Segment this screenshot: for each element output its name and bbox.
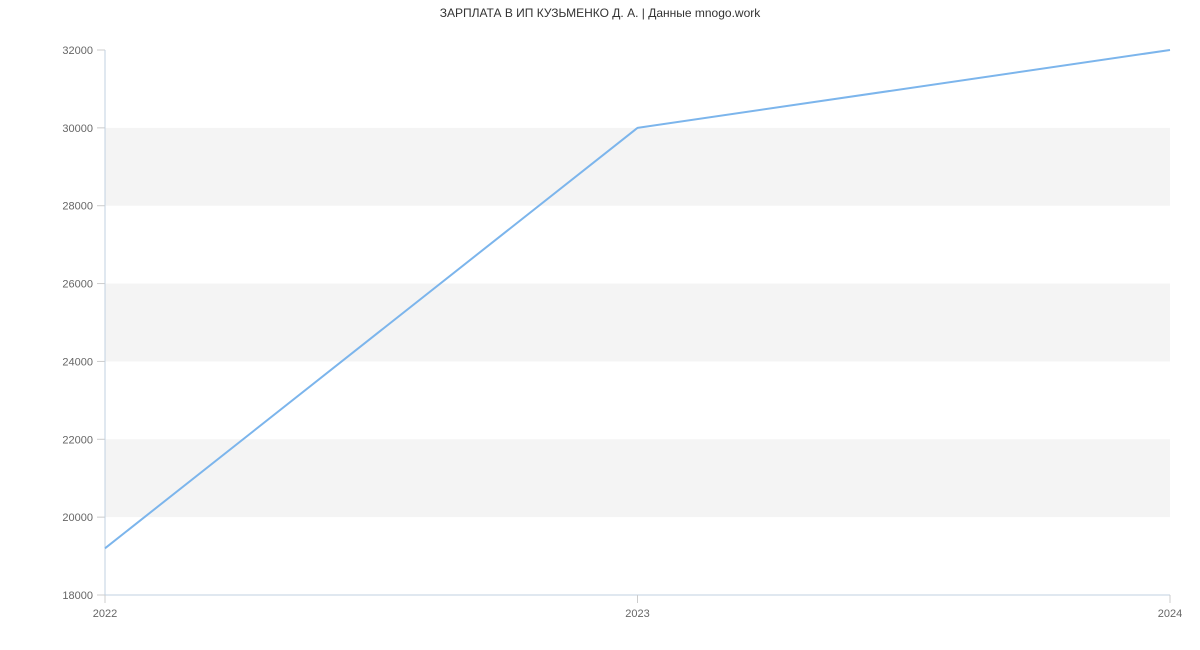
chart-title: ЗАРПЛАТА В ИП КУЗЬМЕНКО Д. А. | Данные m… [0,6,1200,20]
y-tick-label: 28000 [62,201,93,213]
y-tick-label: 20000 [62,512,93,524]
y-tick-label: 24000 [62,356,93,368]
grid-band [105,128,1170,206]
y-tick-label: 30000 [62,123,93,135]
y-tick-label: 18000 [62,590,93,602]
x-tick-label: 2023 [625,608,649,620]
y-tick-label: 26000 [62,279,93,291]
y-tick-label: 32000 [62,45,93,57]
salary-line-chart: ЗАРПЛАТА В ИП КУЗЬМЕНКО Д. А. | Данные m… [0,0,1200,650]
y-tick-label: 22000 [62,434,93,446]
grid-band [105,439,1170,517]
x-tick-label: 2024 [1158,608,1182,620]
grid-band [105,284,1170,362]
chart-svg: 18000 20000 22000 24000 26000 28000 30000 32000… [0,0,1200,650]
x-tick-label: 2022 [93,608,117,620]
